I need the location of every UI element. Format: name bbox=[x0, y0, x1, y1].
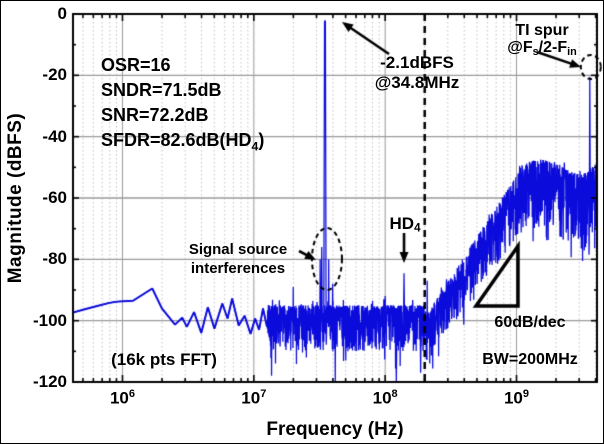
hd4-annotation: HD4 bbox=[389, 214, 421, 235]
x-tick-label: 109 bbox=[503, 388, 530, 408]
y-tick-label: -40 bbox=[42, 126, 67, 146]
sfdr-value: SFDR=82.6dB(HD4) bbox=[101, 130, 265, 154]
peak-frequency: @34.8MHz bbox=[374, 73, 460, 92]
ti-spur-annotation: TI spur @Fs/2-Fin bbox=[507, 22, 577, 61]
x-tick-label: 107 bbox=[241, 388, 267, 408]
ti-spur-title: TI spur bbox=[515, 22, 569, 39]
osr-value: OSR=16 bbox=[101, 55, 171, 75]
y-tick-label: -20 bbox=[42, 65, 67, 85]
metrics-annotation: OSR=16 SNDR=71.5dB SNR=72.2dB SFDR=82.6d… bbox=[101, 53, 264, 160]
y-tick-label: -60 bbox=[42, 188, 67, 208]
y-tick-label: -80 bbox=[42, 249, 67, 269]
x-tick-label: 106 bbox=[109, 388, 135, 408]
sndr-value: SNDR=71.5dB bbox=[101, 80, 222, 100]
slope-annotation: 60dB/dec bbox=[494, 314, 566, 331]
signal-peak-annotation: -2.1dBFS @34.8MHz bbox=[375, 53, 460, 93]
y-axis-title: Magnitude (dBFS) bbox=[5, 112, 27, 284]
snr-value: SNR=72.2dB bbox=[101, 105, 209, 125]
ti-spur-frequency: @Fs/2-Fin bbox=[507, 39, 577, 59]
peak-level: -2.1dBFS bbox=[380, 53, 454, 72]
bandwidth-annotation: BW=200MHz bbox=[482, 351, 578, 368]
signal-source-annotation: Signal source interferences bbox=[188, 241, 288, 277]
x-axis-title: Frequency (Hz) bbox=[266, 419, 404, 440]
y-tick-label: -100 bbox=[32, 310, 67, 330]
x-tick-label: 108 bbox=[372, 388, 398, 408]
y-tick-label: -120 bbox=[32, 372, 67, 392]
y-tick-label: 0 bbox=[57, 4, 67, 24]
fft-points-annotation: (16k pts FFT) bbox=[111, 350, 217, 369]
